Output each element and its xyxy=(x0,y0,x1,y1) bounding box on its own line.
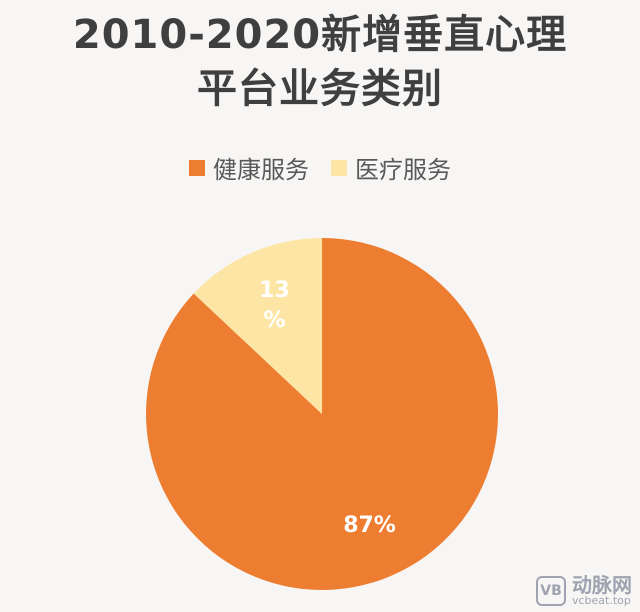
watermark-url: vcbeat.top xyxy=(572,594,631,607)
legend-label-medical: 医疗服务 xyxy=(355,156,451,184)
watermark-logo: VB xyxy=(536,575,566,606)
legend-swatch-medical xyxy=(331,159,347,176)
legend-item-medical: 医疗服务 xyxy=(331,150,451,185)
pie-slices xyxy=(145,238,499,590)
pie-slice-medical xyxy=(193,238,322,414)
watermark: VB 动脉网 vcbeat.top xyxy=(536,575,632,606)
chart-title-line-1: 2010-2020新增垂直心理 xyxy=(72,12,568,58)
legend-item-health: 健康服务 xyxy=(189,150,309,185)
pie-data-labels: 87% 13% xyxy=(259,278,396,538)
watermark-name: 动脉网 xyxy=(572,573,632,597)
legend: 健康服务 医疗服务 xyxy=(0,150,640,185)
legend-label-health: 健康服务 xyxy=(213,156,309,184)
legend-swatch-health xyxy=(189,159,205,176)
data-label-health: 87% xyxy=(343,513,396,538)
data-label-medical: 13% xyxy=(259,278,290,333)
chart-title-line-2: 平台业务类别 xyxy=(197,66,443,112)
